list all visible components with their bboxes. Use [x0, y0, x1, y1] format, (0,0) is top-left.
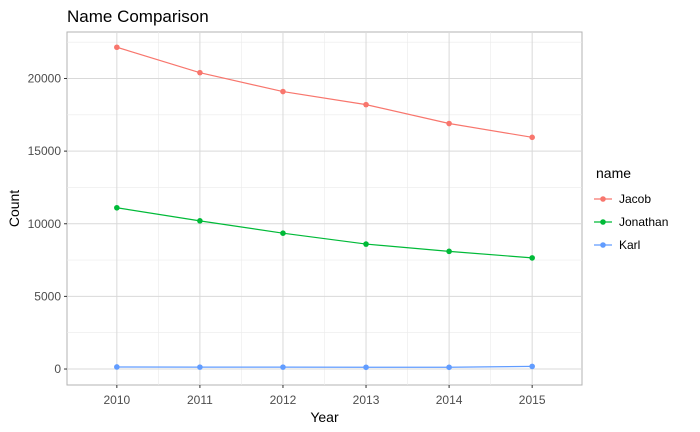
- legend-title: name: [596, 165, 631, 181]
- x-tick-label: 2012: [270, 393, 297, 407]
- series-line-jacob: [116, 46, 533, 138]
- data-point-karl: [363, 364, 369, 371]
- legend-label-jonathan: Jonathan: [619, 215, 668, 229]
- legend-label-karl: Karl: [619, 238, 640, 252]
- legend-label-jacob: Jacob: [619, 192, 651, 206]
- y-tick-label: 0: [54, 362, 61, 376]
- x-tick-label: 2015: [519, 393, 546, 407]
- data-point-karl: [197, 364, 203, 370]
- data-point-jacob: [529, 134, 535, 141]
- data-point-jonathan: [114, 204, 120, 211]
- y-axis-title: Count: [6, 190, 22, 227]
- legend: name Jacob Jonathan Karl: [594, 165, 668, 252]
- data-point-karl: [280, 364, 286, 370]
- data-point-jacob: [446, 120, 452, 127]
- data-point-jonathan: [197, 218, 203, 224]
- y-tick-label: 15000: [28, 144, 62, 158]
- x-tick-label: 2010: [103, 393, 130, 407]
- data-point-jacob: [197, 69, 203, 76]
- data-point-jacob: [114, 44, 120, 51]
- legend-key-point-karl: [600, 242, 606, 248]
- data-point-karl: [114, 364, 120, 370]
- minor-gridlines: [67, 32, 582, 385]
- chart-title: Name Comparison: [67, 7, 209, 26]
- y-tick-label: 5000: [34, 289, 61, 303]
- x-axis-title: Year: [310, 409, 339, 425]
- legend-key-point-jacob: [600, 196, 606, 202]
- data-point-karl: [529, 363, 535, 370]
- y-tick-label: 10000: [28, 217, 62, 231]
- legend-key-point-jonathan: [600, 219, 606, 225]
- data-point-jacob: [363, 101, 369, 108]
- x-tick-label: 2013: [353, 393, 380, 407]
- series-line-jonathan: [116, 207, 533, 259]
- x-tick-label: 2014: [436, 393, 463, 407]
- y-axis-ticks: 0 5000 10000 15000 20000: [28, 71, 67, 376]
- x-axis-ticks: 2010 2011 2012 2013 2014 2015: [103, 385, 546, 407]
- y-tick-label: 20000: [28, 71, 62, 85]
- data-point-jonathan: [280, 230, 286, 236]
- data-point-jacob: [280, 88, 286, 95]
- series-layer: [114, 44, 535, 371]
- series-line-karl: [116, 365, 533, 368]
- data-point-jonathan: [363, 241, 369, 247]
- data-point-jonathan: [446, 248, 452, 255]
- x-tick-label: 2011: [187, 393, 213, 407]
- data-point-jonathan: [529, 255, 535, 261]
- data-point-karl: [446, 364, 452, 371]
